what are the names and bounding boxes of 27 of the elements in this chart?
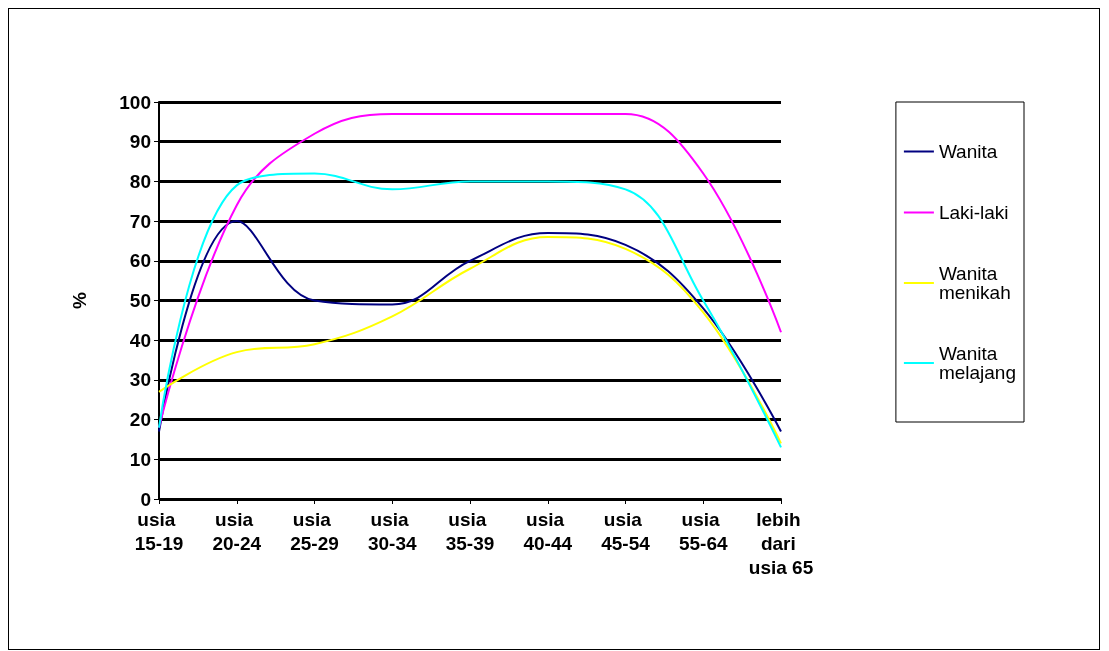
y-tick-label: 20 [129, 409, 151, 431]
x-tick-label: usia 30-34 [367, 508, 417, 554]
y-tick-label: 100 [119, 91, 151, 113]
legend-label: Wanita [938, 141, 998, 162]
y-tick-label: 50 [129, 290, 151, 311]
x-tick-label: usia 15-19 [134, 508, 184, 554]
y-tick-label: 60 [129, 250, 151, 272]
x-tick-label: lebih dari usia 65 [748, 508, 814, 578]
y-tick-label: 10 [129, 448, 151, 470]
x-tick-label: usia 40-44 [523, 508, 573, 554]
x-tick-label: usia 55-64 [678, 508, 728, 554]
y-tick-label: 70 [129, 210, 151, 232]
x-tick-label: usia 45-54 [601, 508, 651, 554]
x-tick-label: usia 20-24 [212, 508, 262, 554]
y-tick-label: 40 [129, 329, 151, 351]
legend-label: Laki-laki [938, 202, 1009, 223]
y-tick-label: 0 [140, 488, 151, 510]
x-tick-label: usia 35-39 [445, 508, 495, 554]
y-tick-label: 80 [129, 170, 151, 192]
legend-label: Wanita menikah [938, 263, 1011, 303]
line-series [158, 172, 782, 449]
y-tick-label: 90 [129, 131, 151, 153]
y-axis-title: % [69, 291, 90, 309]
line-series [158, 112, 782, 429]
legend-label: Wanita melajang [938, 343, 1017, 383]
y-tick-label: 30 [129, 369, 151, 391]
x-tick-label: usia 25-29 [290, 508, 339, 554]
